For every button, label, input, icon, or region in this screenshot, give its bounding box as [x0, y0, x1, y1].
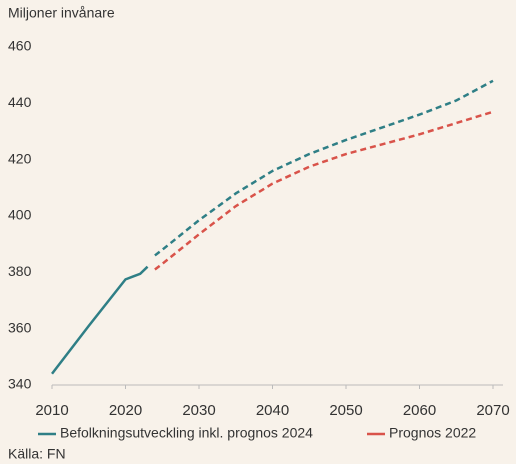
x-tick-label: 2040	[256, 402, 289, 419]
y-tick-label: 340	[8, 376, 32, 392]
forecast-line	[154, 110, 494, 271]
source: Källa: FN	[8, 446, 66, 462]
x-tick-label: 2030	[182, 402, 215, 419]
history-line	[51, 265, 149, 375]
y-tick-label: 420	[8, 150, 32, 166]
legend-label: Prognos 2022	[389, 425, 476, 441]
x-tick-label: 2010	[35, 402, 68, 419]
y-tick-label: 380	[8, 263, 32, 279]
x-tick-label: 2020	[109, 402, 142, 419]
y-axis-label: Miljoner invånare	[8, 5, 115, 21]
x-tick-label: 2050	[329, 402, 362, 419]
x-tick-label: 2070	[476, 402, 509, 419]
y-tick-label: 440	[8, 94, 32, 110]
legend-label: Befolkningsutveckling inkl. prognos 2024	[60, 425, 313, 441]
forecast-line	[154, 79, 494, 257]
y-tick-label: 460	[8, 38, 32, 54]
y-tick-label: 360	[8, 319, 32, 335]
x-tick-label: 2060	[403, 402, 436, 419]
y-tick-label: 400	[8, 207, 32, 223]
